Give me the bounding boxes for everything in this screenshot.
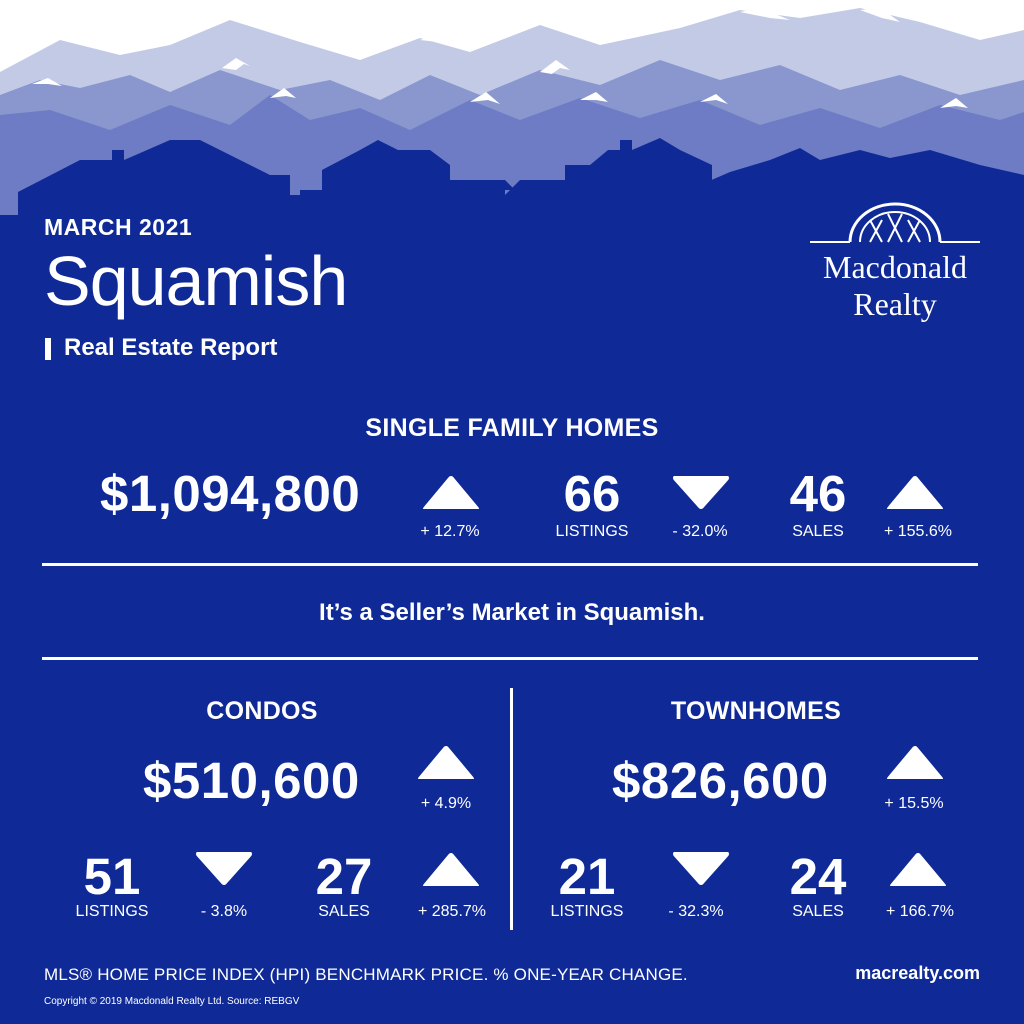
up-arrow-icon bbox=[423, 476, 479, 509]
single-family-listings-change: - 32.0% bbox=[672, 523, 728, 540]
logo-text-line2: Realty bbox=[853, 286, 937, 322]
townhomes-price-change: + 15.5% bbox=[884, 795, 944, 812]
website-link[interactable]: macrealty.com bbox=[855, 963, 980, 983]
condos-listings-label: LISTINGS bbox=[75, 903, 149, 920]
townhomes-listings-label: LISTINGS bbox=[550, 903, 624, 920]
up-arrow-icon bbox=[423, 853, 479, 886]
divider-top bbox=[42, 563, 978, 566]
up-arrow-icon bbox=[887, 746, 943, 779]
condos-sales-value: 27 bbox=[315, 848, 373, 905]
report-subtitle: Real Estate Report bbox=[64, 334, 278, 361]
divider-middle bbox=[42, 657, 978, 660]
condos-sales-change: + 285.7% bbox=[417, 903, 487, 920]
townhomes-listings-value: 21 bbox=[558, 848, 616, 905]
townhomes-sales-change: + 166.7% bbox=[885, 903, 955, 920]
copyright: Copyright © 2019 Macdonald Realty Ltd. S… bbox=[44, 996, 300, 1007]
macdonald-realty-logo-mark bbox=[810, 202, 980, 243]
up-arrow-icon bbox=[887, 476, 943, 509]
townhomes-sales-value: 24 bbox=[789, 848, 847, 905]
down-arrow-icon bbox=[673, 852, 729, 885]
single-family-sales-label: SALES bbox=[792, 523, 844, 540]
footnote: MLS® HOME PRICE INDEX (HPI) BENCHMARK PR… bbox=[44, 965, 688, 984]
mountain-skyline-illustration bbox=[0, 0, 1024, 230]
report-month: MARCH 2021 bbox=[44, 214, 193, 240]
single-family-listings-label: LISTINGS bbox=[555, 523, 629, 540]
condos-listings-value: 51 bbox=[83, 848, 141, 905]
condos-heading: CONDOS bbox=[206, 697, 318, 725]
single-family-sales-change: + 155.6% bbox=[883, 523, 953, 540]
townhomes-sales-label: SALES bbox=[792, 903, 844, 920]
market-tagline: It’s a Seller’s Market in Squamish. bbox=[319, 599, 705, 626]
condos-price: $510,600 bbox=[143, 752, 360, 809]
single-family-listings-value: 66 bbox=[563, 465, 621, 522]
condos-price-change: + 4.9% bbox=[420, 795, 472, 812]
condos-sales-label: SALES bbox=[318, 903, 370, 920]
single-family-price-change: + 12.7% bbox=[420, 523, 480, 540]
city-title: Squamish bbox=[44, 242, 348, 320]
condos-listings-change: - 3.8% bbox=[200, 903, 248, 920]
down-arrow-icon bbox=[196, 852, 252, 885]
down-arrow-icon bbox=[673, 476, 729, 509]
townhomes-price: $826,600 bbox=[612, 752, 829, 809]
single-family-sales-value: 46 bbox=[789, 465, 847, 522]
townhomes-listings-change: - 32.3% bbox=[668, 903, 724, 920]
single-family-price: $1,094,800 bbox=[100, 465, 361, 522]
up-arrow-icon bbox=[418, 746, 474, 779]
title-accent-bar bbox=[45, 338, 51, 360]
townhomes-heading: TOWNHOMES bbox=[670, 697, 842, 725]
single-family-heading: SINGLE FAMILY HOMES bbox=[365, 414, 659, 442]
up-arrow-icon bbox=[890, 853, 946, 886]
divider-vertical bbox=[510, 688, 513, 930]
logo-text-line1: Macdonald bbox=[823, 249, 967, 285]
